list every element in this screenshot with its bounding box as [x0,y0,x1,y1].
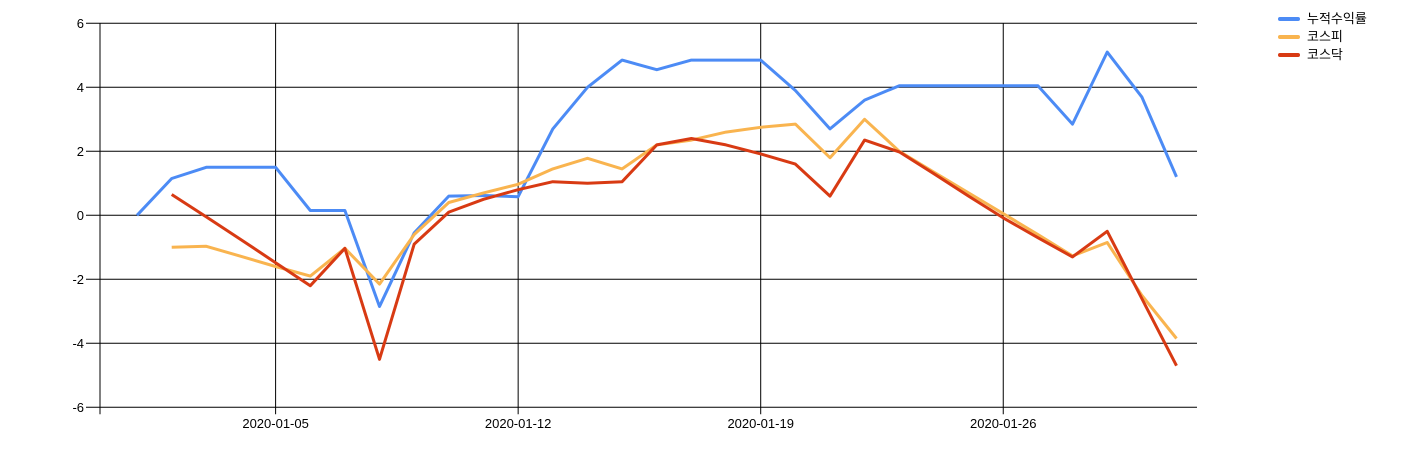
y-axis-label: 4 [77,80,84,95]
x-axis-label: 2020-01-26 [970,416,1037,431]
x-axis-label: 2020-01-05 [242,416,309,431]
y-axis-label: -4 [72,336,84,351]
y-axis-label: 2 [77,144,84,159]
legend-label: 누적수익률 [1307,11,1367,26]
x-axis-label: 2020-01-19 [727,416,794,431]
y-axis-label: 6 [77,16,84,31]
legend-label: 코스피 [1307,29,1343,44]
y-axis-label: -6 [72,400,84,415]
y-axis-label: -2 [72,272,84,287]
legend-item-cumulative-return: 누적수익률 [1278,12,1367,25]
series-line-1 [171,117,1178,340]
legend-item-kosdaq: 코스닥 [1278,48,1367,61]
x-axis-label: 2020-01-12 [485,416,552,431]
series-line-2 [170,137,1178,367]
legend-item-kospi: 코스피 [1278,30,1367,43]
legend-swatch-icon [1278,16,1300,21]
legend: 누적수익률 코스피 코스닥 [1278,12,1367,61]
legend-label: 코스닥 [1307,47,1343,62]
series-line-0 [135,50,1178,308]
legend-swatch-icon [1278,52,1300,57]
legend-swatch-icon [1278,34,1300,39]
y-axis-label: 0 [77,208,84,223]
